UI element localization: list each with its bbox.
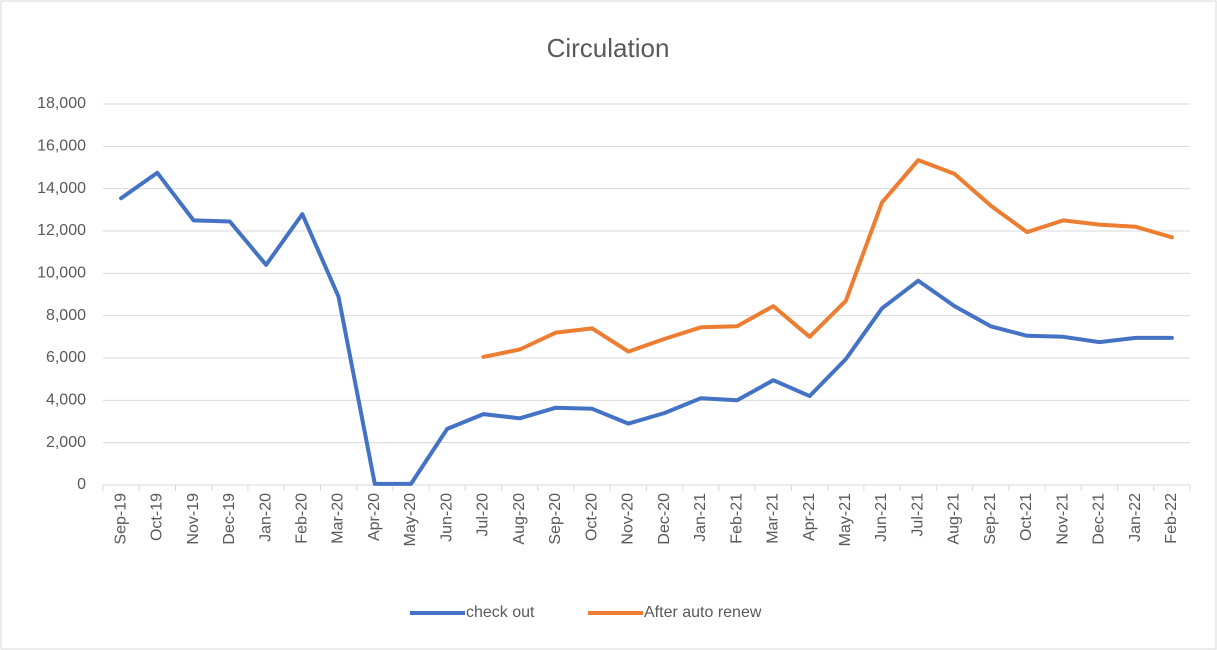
x-tick-label: Oct-20 — [583, 493, 600, 541]
x-tick-label: Dec-19 — [221, 493, 238, 545]
x-tick-label: May-20 — [402, 493, 419, 546]
x-tick-label: Dec-21 — [1091, 493, 1108, 545]
y-tick-label: 16,000 — [37, 138, 86, 155]
x-tick-label: Dec-20 — [656, 493, 673, 545]
x-tick-label: Feb-20 — [294, 493, 311, 544]
line-series — [119, 170, 1174, 486]
x-tick-label: Apr-20 — [366, 493, 383, 541]
x-tick-label: Nov-20 — [620, 493, 637, 545]
x-tick-label: Sep-19 — [112, 493, 129, 545]
y-tick-label: 0 — [77, 476, 86, 493]
y-tick-label: 2,000 — [46, 434, 86, 451]
x-tick-label: Apr-21 — [801, 493, 818, 541]
x-tick-label: Jul-20 — [475, 493, 492, 537]
x-tick-label: Nov-19 — [185, 493, 202, 545]
legend-label: After auto renew — [644, 604, 762, 621]
x-tick-label: Sep-20 — [547, 493, 564, 545]
x-tick-label: Jan-22 — [1127, 493, 1144, 542]
x-tick-label: Mar-20 — [330, 493, 347, 544]
x-tick-label: Jun-21 — [873, 493, 890, 542]
x-tick-label: Jun-20 — [438, 493, 455, 542]
line-series — [481, 158, 1174, 359]
x-tick-label: Feb-21 — [728, 493, 745, 544]
y-tick-label: 10,000 — [37, 265, 86, 282]
x-tick-label: Aug-21 — [946, 493, 963, 545]
legend-label: check out — [466, 604, 535, 621]
x-tick-label: Sep-21 — [982, 493, 999, 545]
y-tick-label: 18,000 — [37, 95, 86, 112]
y-tick-label: 8,000 — [46, 307, 86, 324]
x-tick-label: Nov-21 — [1054, 493, 1071, 545]
y-tick-label: 14,000 — [37, 180, 86, 197]
x-tick-label: Oct-19 — [149, 493, 166, 541]
x-tick-label: Aug-20 — [511, 493, 528, 545]
x-tick-label: Oct-21 — [1018, 493, 1035, 541]
x-tick-label: Jan-21 — [692, 493, 709, 542]
y-tick-label: 4,000 — [46, 392, 86, 409]
x-tick-label: Feb-22 — [1163, 493, 1180, 544]
y-tick-label: 12,000 — [37, 222, 86, 239]
x-tick-label: Jul-21 — [909, 493, 926, 537]
chart-title: Circulation — [547, 33, 670, 63]
x-tick-label: May-21 — [837, 493, 854, 546]
y-tick-label: 6,000 — [46, 349, 86, 366]
x-tick-label: Jan-20 — [257, 493, 274, 542]
x-tick-label: Mar-21 — [765, 493, 782, 544]
